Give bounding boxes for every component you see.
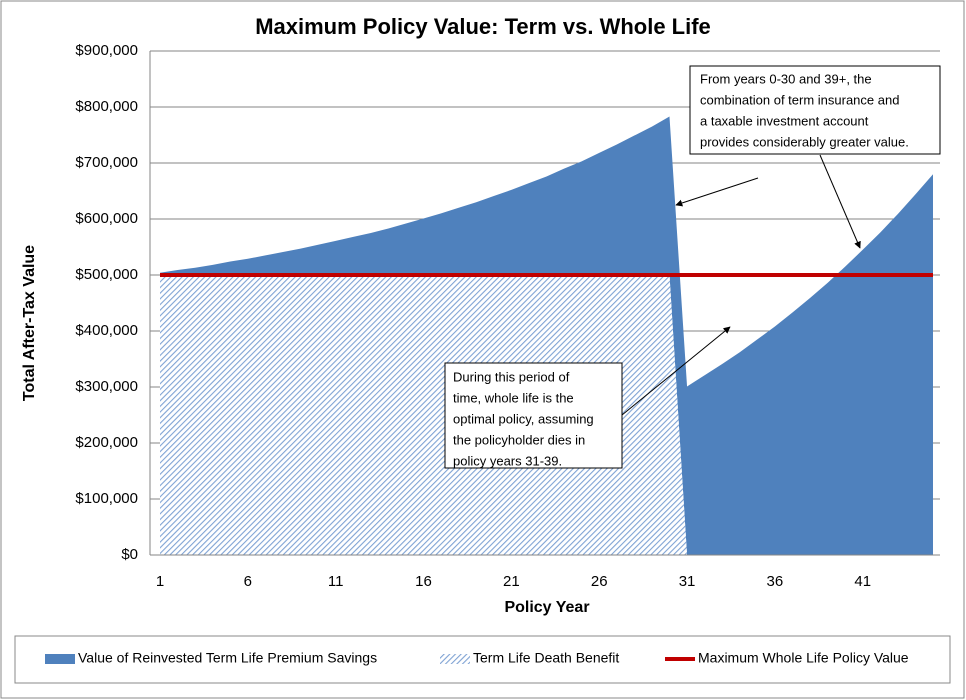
x-tick-label: 11 [328, 573, 344, 590]
y-tick-label: $500,000 [75, 266, 138, 283]
chart-title: Maximum Policy Value: Term vs. Whole Lif… [255, 14, 711, 39]
x-tick-label: 31 [679, 573, 696, 590]
axes [149, 51, 940, 556]
legend: Value of Reinvested Term Life Premium Sa… [45, 650, 909, 666]
legend-label: Maximum Whole Life Policy Value [698, 650, 909, 666]
x-tick-label: 1 [156, 573, 164, 590]
arrow [675, 177, 759, 207]
x-tick-label: 6 [244, 573, 252, 590]
legend-swatch [45, 654, 75, 664]
annotation-text: From years 0-30 and 39+, the [700, 71, 872, 86]
legend-swatch [440, 654, 470, 664]
arrow [819, 154, 861, 249]
legend-box [14, 635, 951, 684]
area [160, 116, 933, 556]
y-axis-label: Total After-Tax Value [21, 245, 38, 401]
y-tick-label: $200,000 [75, 434, 138, 451]
annotation-text: combination of term insurance and [700, 92, 899, 107]
annotation-box [444, 362, 623, 469]
y-tick-label: $900,000 [75, 42, 138, 59]
annotation-text: During this period of [453, 369, 570, 384]
y-tick-label: $0 [121, 546, 138, 563]
x-tick-label: 26 [591, 573, 608, 590]
arrow [621, 326, 731, 416]
y-tick-label: $600,000 [75, 210, 138, 227]
annotation-text: the policyholder dies in [453, 432, 585, 447]
legend-label: Term Life Death Benefit [473, 650, 619, 666]
annotation-text: policy years 31-39. [453, 453, 562, 468]
annotation-box [689, 65, 941, 155]
annotation-text: provides considerably greater value. [700, 134, 909, 149]
y-tick-label: $400,000 [75, 322, 138, 339]
x-tick-label: 41 [854, 573, 871, 590]
legend-label: Value of Reinvested Term Life Premium Sa… [78, 650, 377, 666]
y-tick-label: $300,000 [75, 378, 138, 395]
x-tick-label: 21 [503, 573, 520, 590]
x-tick-label: 36 [767, 573, 784, 590]
x-axis-label: Policy Year [504, 599, 589, 616]
y-tick-label: $700,000 [75, 154, 138, 171]
annotation-text: optimal policy, assuming [453, 411, 594, 426]
x-tick-label: 16 [415, 573, 432, 590]
y-tick-label: $100,000 [75, 490, 138, 507]
annotation-text: a taxable investment account [700, 113, 869, 128]
y-tick-label: $800,000 [75, 98, 138, 115]
annotations: From years 0-30 and 39+, the combination … [444, 65, 941, 469]
annotation-text: time, whole life is the [453, 390, 574, 405]
